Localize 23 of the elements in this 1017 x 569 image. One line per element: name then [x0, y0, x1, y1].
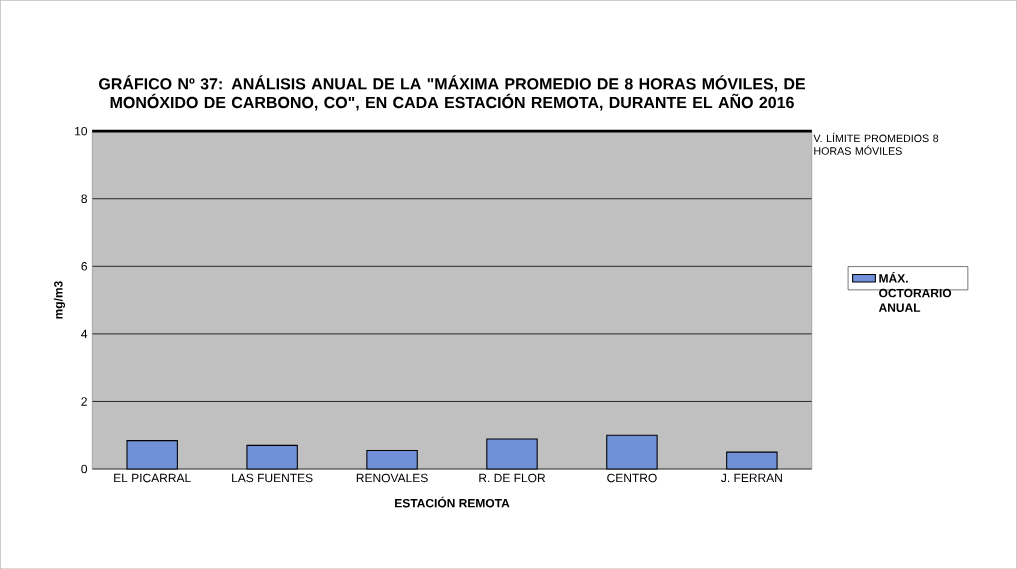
bar	[726, 451, 778, 470]
x-tick-label: RENOVALES	[356, 473, 428, 483]
x-tick-label: J. FERRAN	[721, 473, 782, 482]
y-tick-label: 4	[81, 329, 88, 338]
bar	[246, 444, 298, 470]
legend-label: MÁX. OCTORARIO ANUAL	[878, 271, 952, 312]
y-axis-title: mg/m3	[53, 281, 66, 319]
bar	[126, 439, 178, 470]
y-tick-label: 0	[81, 464, 88, 474]
ref-line-label: V. LÍMITE PROMEDIOS 8 HORAS MÓVILES	[813, 132, 939, 155]
y-tick-label: 8	[81, 194, 87, 203]
bar	[606, 434, 658, 470]
bar	[366, 449, 418, 470]
chart-title: GRÁFICO Nº 37: ANÁLISIS ANUAL DE LA "MÁXIMA PROMEDIO DE 8 HORAS MÓVILES, DE MONÓXIDO DE CARBONO, CO", EN CADA ESTACIÓN REMOTA, DURANTE EL AÑO 2016	[99, 75, 806, 111]
bar	[486, 438, 538, 470]
x-tick-label: EL PICARRAL	[114, 473, 191, 483]
y-tick-label: 10	[75, 126, 88, 136]
x-tick-label: CENTRO	[607, 473, 657, 483]
x-axis-title: ESTACIÓN REMOTA	[395, 496, 510, 508]
y-tick-label: 6	[81, 261, 87, 271]
y-tick-label: 2	[81, 397, 87, 406]
x-tick-label: R. DE FLOR	[479, 473, 546, 483]
x-tick-label: LAS FUENTES	[232, 473, 313, 483]
